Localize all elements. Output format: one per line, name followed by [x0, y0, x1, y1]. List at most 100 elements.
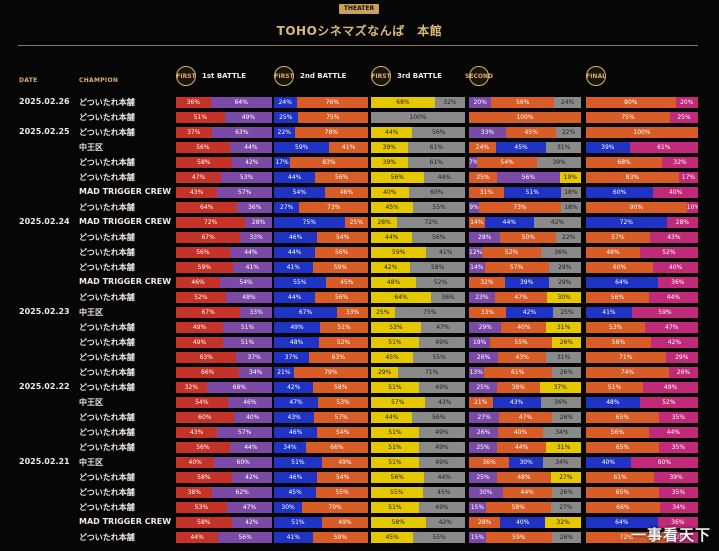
vote-bar-round-1: 36% 64%: [176, 97, 272, 108]
vote-segment: 42%: [231, 472, 272, 483]
vote-segment: 57%: [484, 262, 549, 273]
vote-segment: 61%: [483, 367, 552, 378]
vote-bar-round-5: 41% 59%: [586, 307, 698, 318]
vote-segment: 40%: [653, 262, 698, 273]
vote-bar-round-3: 57% 43%: [371, 397, 465, 408]
vote-segment: 32%: [545, 517, 581, 528]
vote-segment: 48%: [586, 247, 640, 258]
vote-segment: 51%: [223, 322, 272, 333]
row-champion: どついたれ本舗: [79, 128, 135, 137]
table-row: どついたれ本舗 49% 51% 49% 51% 53% 47% 29% 40% 31% 53% 47%: [0, 321, 719, 336]
vote-segment: 40%: [498, 427, 543, 438]
vote-segment: 22%: [556, 232, 581, 243]
vote-bar-round-2: 54% 46%: [274, 187, 368, 198]
table-row: どついたれ本舗 60% 40% 43% 57% 44% 56% 27% 47% 26% 65% 35%: [0, 411, 719, 426]
vote-bar-round-5: 39% 61%: [586, 142, 698, 153]
vote-segment: 33%: [240, 307, 272, 318]
vote-segment: 14%: [469, 217, 485, 228]
vote-segment: 43%: [274, 412, 315, 423]
vote-segment: 42%: [231, 517, 272, 528]
vote-segment: 60%: [586, 262, 654, 273]
vote-segment: 47%: [176, 172, 222, 183]
vote-bar-round-4: 21% 43% 36%: [469, 397, 581, 408]
vote-segment: 46%: [274, 232, 318, 243]
table-row: 2025.02.26 どついたれ本舗 36% 64% 24% 76% 68% 32% 20% 56…: [0, 96, 719, 111]
vote-segment: 34%: [542, 427, 581, 438]
table-row: どついたれ本舗 38% 62% 45% 55% 55% 45% 30% 44% 26% 65% 35%: [0, 486, 719, 501]
table-row: どついたれ本舗 53% 47% 30% 70% 51% 49% 15% 58% 27% 66% 34%: [0, 501, 719, 516]
vote-segment: 36%: [657, 277, 698, 288]
vote-segment: 67%: [176, 307, 241, 318]
vote-segment: 55%: [316, 487, 368, 498]
vote-segment: 43%: [424, 397, 465, 408]
vote-segment: 57%: [586, 232, 650, 243]
vote-segment: 41%: [426, 247, 465, 258]
vote-segment: 44%: [229, 247, 272, 258]
vote-bar-round-3: 39% 61%: [371, 157, 465, 168]
vote-segment: 41%: [329, 142, 368, 153]
vote-segment: 39%: [537, 157, 581, 168]
vote-segment: 49%: [224, 112, 272, 123]
row-champion: どついたれ本舗: [79, 158, 135, 167]
vote-segment: 13%: [469, 367, 484, 378]
table-row: どついたれ本舗 66% 34% 21% 79% 29% 71% 13% 61% 26% 74% 26%: [0, 366, 719, 381]
vote-segment: 35%: [658, 442, 698, 453]
vote-segment: 29%: [371, 367, 399, 378]
vote-bar-round-4: 28% 50% 22%: [469, 232, 581, 243]
vote-bar-round-1: 56% 44%: [176, 442, 272, 453]
table-row: 2025.02.25 どついたれ本舗 37% 63% 22% 78% 44% 56% 33% 45…: [0, 126, 719, 141]
vote-segment: 56%: [412, 412, 465, 423]
vote-segment: 39%: [504, 277, 549, 288]
vote-segment: 37%: [176, 127, 212, 138]
row-champion: どついたれ本舗: [79, 488, 135, 497]
vote-segment: 37%: [236, 352, 272, 363]
vote-segment: 40%: [653, 187, 698, 198]
vote-segment: 58%: [410, 262, 465, 273]
table-row: 2025.02.21 中王区 40% 60% 51% 49% 51% 49% 36% 30% 34%…: [0, 456, 719, 471]
vote-segment: 75%: [586, 112, 670, 123]
vote-segment: 33%: [469, 307, 506, 318]
vote-bar-round-4: 25% 38% 37%: [469, 382, 581, 393]
vote-segment: 22%: [556, 127, 581, 138]
vote-bar-round-1: 58% 42%: [176, 157, 272, 168]
vote-segment: 59%: [371, 247, 427, 258]
vote-bar-round-2: 46% 54%: [274, 427, 368, 438]
vote-segment: 46%: [274, 472, 318, 483]
vote-segment: 70%: [302, 502, 368, 513]
vote-segment: 42%: [533, 217, 581, 228]
round-header-1: FIRST 1st BATTLE: [176, 65, 246, 87]
vote-segment: 56%: [176, 247, 230, 258]
round-header-5: FINAL: [586, 65, 606, 87]
vote-segment: 63%: [176, 352, 237, 363]
vote-segment: 29%: [665, 352, 698, 363]
vote-bar-round-4: 7%54%39%: [469, 157, 581, 168]
vote-bar-round-1: 44% 56%: [176, 532, 272, 543]
vote-segment: 61%: [407, 142, 465, 153]
vote-segment: 25%: [344, 217, 368, 228]
vote-bar-round-4: 29% 40% 31%: [469, 322, 581, 333]
row-champion: 中王区: [79, 308, 103, 317]
vote-segment: 59%: [274, 142, 330, 153]
vote-segment: 32%: [434, 97, 465, 108]
vote-bar-round-2: 34% 66%: [274, 442, 368, 453]
row-champion: どついたれ本舗: [79, 113, 135, 122]
vote-segment: 27%: [469, 412, 500, 423]
vote-bar-round-5: 48% 52%: [586, 397, 698, 408]
vote-segment: 78%: [294, 127, 368, 138]
vote-segment: 37%: [274, 352, 309, 363]
vote-segment: 57%: [371, 397, 425, 408]
vote-bar-round-5: 57% 43%: [586, 232, 698, 243]
vote-bar-round-2: 55% 45%: [274, 277, 368, 288]
round-badge: FIRST: [176, 66, 196, 86]
vote-segment: 76%: [296, 97, 368, 108]
vote-segment: 51%: [320, 322, 368, 333]
vote-bar-round-1: 58% 42%: [176, 517, 272, 528]
vote-bar-round-5: 68% 32%: [586, 157, 698, 168]
table-row: MAD TRIGGER CREW 58% 42% 51% 49% 58% 42% 28% 40%…: [0, 516, 719, 531]
table-row: 2025.02.22 どついたれ本舗 32% 68% 42% 58% 51% 49% 25% 38…: [0, 381, 719, 396]
vote-segment: 45%: [325, 277, 368, 288]
vote-segment: 49%: [418, 337, 465, 348]
vote-segment: 14%: [469, 262, 485, 273]
vote-segment: 29%: [469, 322, 502, 333]
